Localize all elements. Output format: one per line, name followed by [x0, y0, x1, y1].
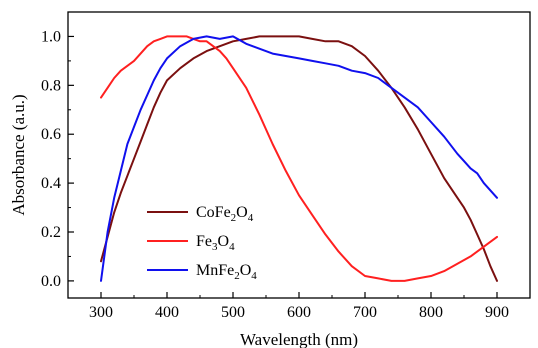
y-tick-label: 0.0 [41, 273, 61, 290]
x-tick-label: 500 [221, 304, 245, 321]
y-tick-label: 1.0 [41, 28, 61, 45]
y-tick-label: 0.2 [41, 224, 61, 241]
y-tick-label: 0.6 [41, 126, 61, 143]
plot-frame [67, 11, 531, 299]
series-layer [100, 35, 498, 282]
series-line-fe3o4 [100, 35, 498, 282]
x-tick-label: 600 [287, 304, 311, 321]
legend-label-cofe2o4: CoFe2O4 [196, 204, 254, 224]
series-line-cofe2o4 [100, 35, 498, 282]
x-axis-label: Wavelength (nm) [240, 330, 358, 348]
legend: CoFe2O4 Fe3O4 MnFe2O4 [147, 204, 257, 282]
y-axis-label: Absorbance (a.u.) [9, 94, 28, 215]
x-tick-label: 400 [155, 304, 179, 321]
x-tick-label: 900 [485, 304, 509, 321]
axis-ticks: 300 400 500 600 700 800 900 0.0 0.2 0.4 0.6 0.8 1.0 [41, 28, 531, 321]
legend-label-fe3o4: Fe3O4 [196, 233, 235, 253]
legend-label-mnfe2o4: MnFe2O4 [196, 262, 257, 282]
y-tick-label: 0.4 [41, 175, 61, 192]
x-tick-label: 700 [353, 304, 377, 321]
x-tick-label: 300 [89, 304, 113, 321]
x-tick-label: 800 [419, 304, 443, 321]
y-tick-label: 0.8 [41, 77, 61, 94]
series-line-mnfe2o4 [100, 35, 498, 282]
